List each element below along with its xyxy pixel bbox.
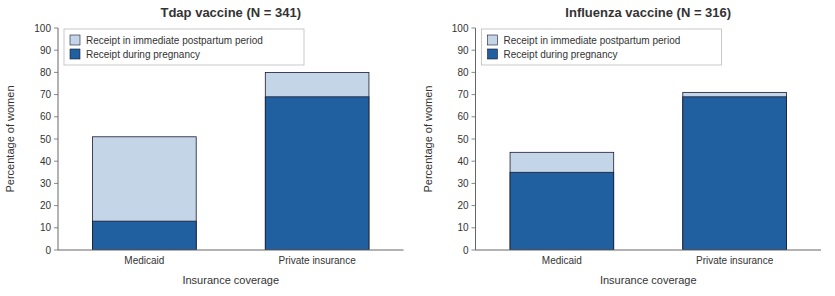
y-tick (54, 161, 58, 162)
y-tick-label: 90 (457, 45, 469, 56)
legend-box (482, 29, 722, 65)
y-tick-label: 50 (457, 134, 469, 145)
x-axis-label: Insurance coverage (600, 274, 697, 286)
y-tick (472, 161, 476, 162)
y-tick (472, 116, 476, 117)
bar (265, 97, 369, 250)
bar (93, 221, 197, 250)
y-tick (472, 183, 476, 184)
y-tick (472, 205, 476, 206)
figure: Tdap vaccine (N = 341) 0 10 20 30 40 50 60 70 80 9… (0, 0, 835, 296)
legend-label: Receipt during pregnancy (504, 49, 618, 60)
bar (265, 72, 369, 250)
chart-panel: Tdap vaccine (N = 341) 0 10 20 30 40 50 60 70 80 9… (4, 5, 404, 286)
x-axis-line (476, 250, 822, 251)
y-tick-label: 10 (40, 222, 52, 233)
y-tick-label: 20 (40, 200, 52, 211)
y-tick-label: 100 (452, 23, 469, 34)
legend-label: Receipt during pregnancy (86, 49, 200, 60)
legend-label: Receipt in immediate postpartum period (86, 35, 263, 46)
y-tick-label: 30 (457, 178, 469, 189)
y-tick (472, 28, 476, 29)
x-axis-line (58, 250, 404, 251)
y-axis-label: Percentage of women (4, 85, 16, 192)
y-tick-label: 60 (457, 111, 469, 122)
y-tick-label: 0 (45, 245, 51, 256)
legend: Receipt in immediate postpartum period Re… (64, 29, 304, 65)
legend-label: Receipt in immediate postpartum period (504, 35, 681, 46)
x-tick-label: Private insurance (696, 255, 774, 266)
y-axis-label: Percentage of women (422, 85, 434, 192)
bars (93, 72, 369, 250)
y-tick-label: 60 (40, 111, 52, 122)
y-tick-label: 0 (463, 245, 469, 256)
y-tick-label: 70 (40, 89, 52, 100)
y-tick (472, 72, 476, 73)
y-tick (472, 94, 476, 95)
y-tick (54, 227, 58, 228)
y-tick-label: 30 (40, 178, 52, 189)
x-axis-label: Insurance coverage (182, 274, 279, 286)
y-tick-label: 40 (40, 156, 52, 167)
bar (683, 97, 787, 250)
y-tick (472, 50, 476, 51)
y-tick-label: 10 (457, 222, 469, 233)
legend-swatch (488, 35, 498, 45)
y-tick (54, 183, 58, 184)
legend-box (64, 29, 304, 65)
bar (510, 172, 614, 250)
bars (510, 92, 786, 250)
y-tick (54, 28, 58, 29)
x-tick-label: Medicaid (542, 255, 582, 266)
y-tick-label: 20 (457, 200, 469, 211)
y-axis-line (58, 28, 59, 250)
legend-swatch (488, 49, 498, 59)
x-tick-label: Medicaid (124, 255, 164, 266)
x-tick-label: Private insurance (278, 255, 356, 266)
y-tick-label: 100 (34, 23, 51, 34)
y-tick (54, 94, 58, 95)
y-tick-label: 70 (457, 89, 469, 100)
y-axis-line (475, 28, 476, 250)
y-tick-label: 80 (40, 67, 52, 78)
y-tick-label: 50 (40, 134, 52, 145)
bar (510, 152, 614, 250)
y-tick-label: 40 (457, 156, 469, 167)
y-tick-label: 80 (457, 67, 469, 78)
bar (683, 92, 787, 250)
legend: Receipt in immediate postpartum period Re… (482, 29, 722, 65)
y-tick (54, 50, 58, 51)
chart-title: Tdap vaccine (N = 341) (160, 5, 301, 20)
y-tick (472, 139, 476, 140)
bar (93, 137, 197, 250)
y-tick (54, 250, 58, 251)
chart-title: Influenza vaccine (N = 316) (565, 5, 731, 20)
y-tick (472, 227, 476, 228)
legend-swatch (70, 35, 80, 45)
y-tick (54, 139, 58, 140)
y-tick (54, 116, 58, 117)
chart-panel: Influenza vaccine (N = 316) 0 10 20 30 40 50 60… (422, 5, 822, 286)
y-tick (54, 205, 58, 206)
y-tick (472, 250, 476, 251)
y-tick (54, 72, 58, 73)
y-tick-label: 90 (40, 45, 52, 56)
legend-swatch (70, 49, 80, 59)
